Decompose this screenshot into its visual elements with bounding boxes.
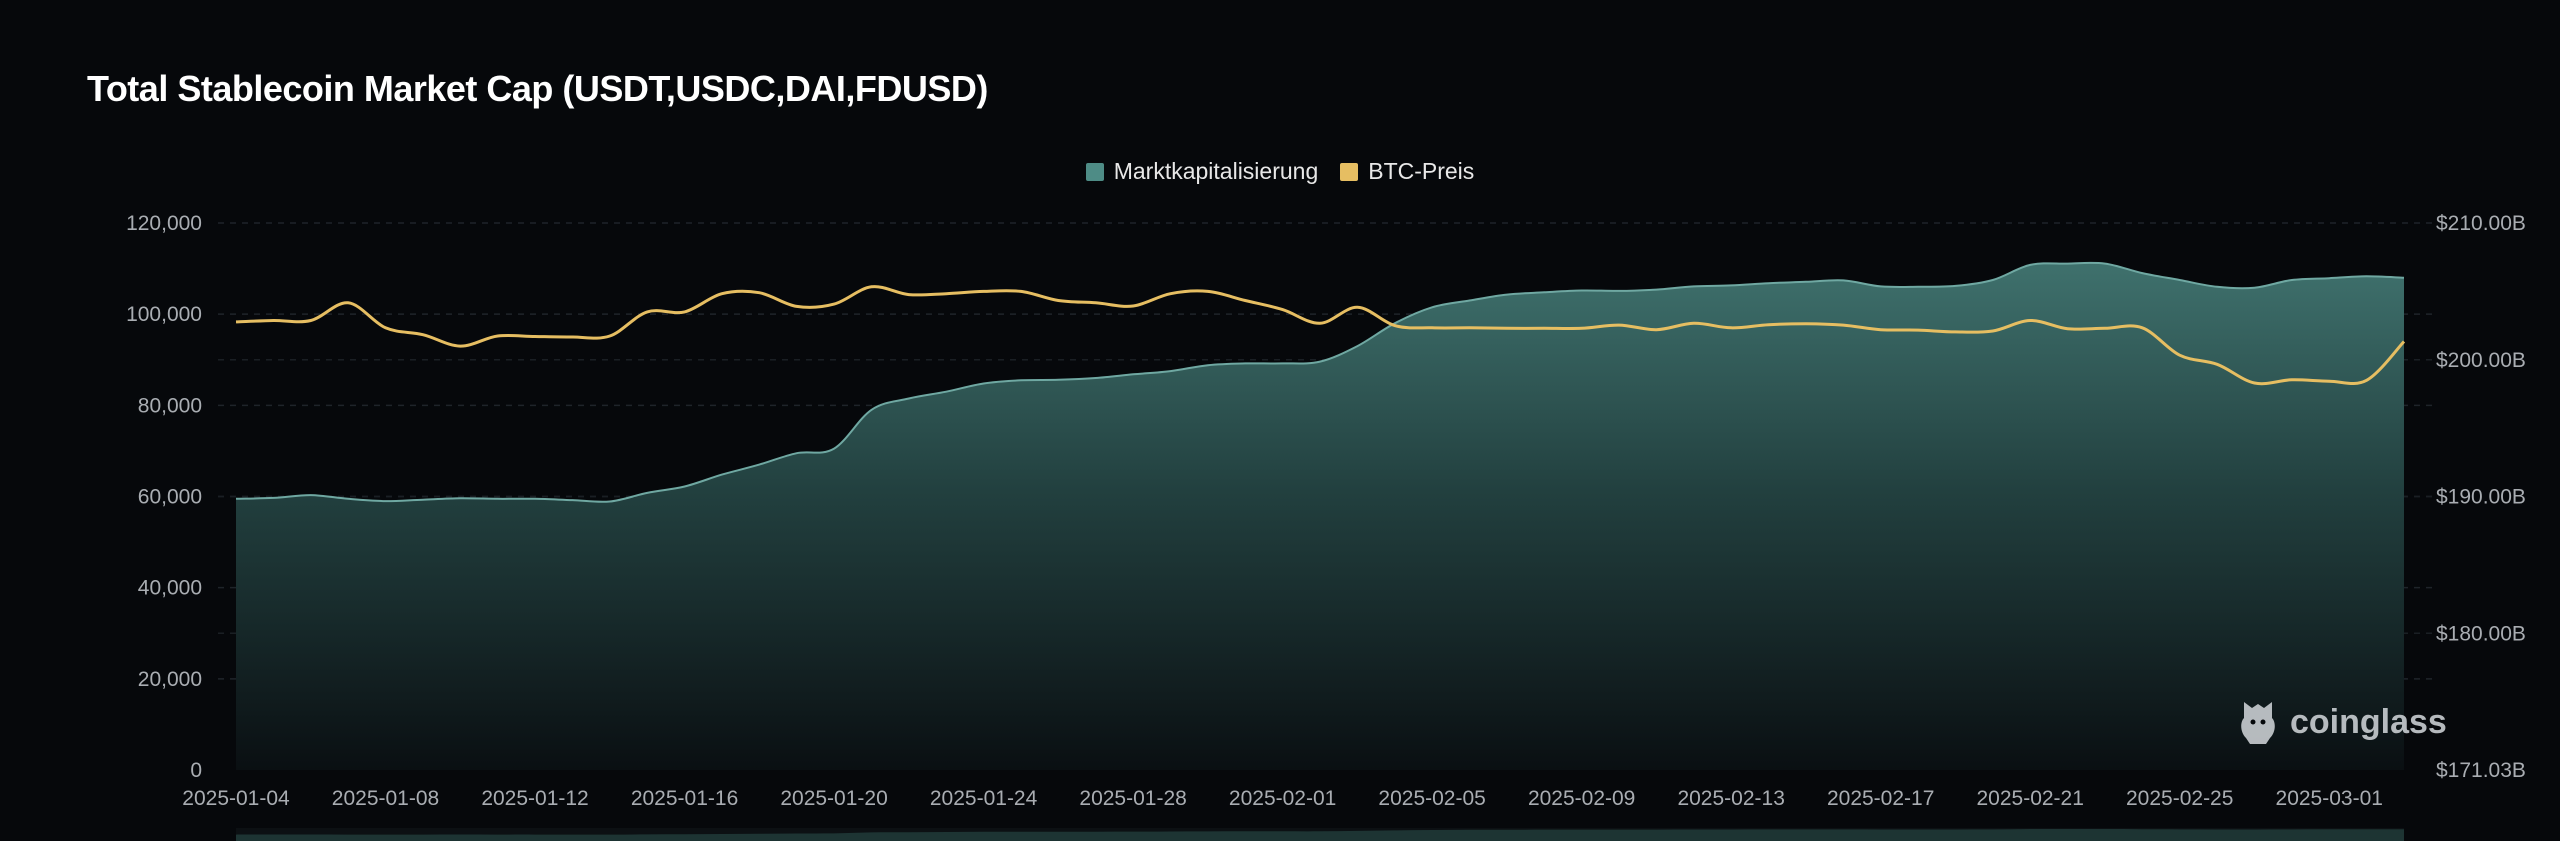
left-axis-tick-label: 60,000 bbox=[138, 486, 202, 509]
market-cap-area bbox=[235, 261, 2405, 770]
legend-label-btc-price: BTC-Preis bbox=[1368, 158, 1475, 184]
x-axis-tick-label: 2025-01-12 bbox=[481, 787, 588, 810]
left-axis-tick-label: 120,000 bbox=[126, 212, 202, 235]
btc-price-line-group bbox=[235, 285, 2406, 386]
x-axis-tick-label: 2025-01-28 bbox=[1079, 787, 1186, 810]
right-axis-tick-label: $171.03B bbox=[2436, 759, 2526, 782]
left-axis-tick-label: 0 bbox=[190, 759, 202, 782]
navigator-area bbox=[236, 828, 2404, 841]
market-cap-line[interactable] bbox=[235, 261, 2405, 503]
chart-title: Total Stablecoin Market Cap (USDT,USDC,D… bbox=[87, 68, 988, 109]
btc-price-line[interactable] bbox=[235, 285, 2406, 386]
x-axis-tick-label: 2025-02-13 bbox=[1677, 787, 1784, 810]
left-axis-tick-label: 20,000 bbox=[138, 668, 202, 691]
x-axis-tick-label: 2025-02-09 bbox=[1528, 787, 1635, 810]
x-axis-tick-label: 2025-01-08 bbox=[332, 787, 439, 810]
coinglass-watermark: coinglass bbox=[2236, 698, 2447, 746]
coinglass-logo-icon bbox=[2241, 702, 2275, 744]
x-axis-tick-label: 2025-02-17 bbox=[1827, 787, 1934, 810]
legend: Marktkapitalisierung BTC-Preis bbox=[0, 158, 2560, 185]
x-axis-tick-label: 2025-02-21 bbox=[1976, 787, 2083, 810]
left-axis-tick-label: 80,000 bbox=[138, 394, 202, 417]
watermark-text: coinglass bbox=[2290, 702, 2447, 741]
right-axis-tick-label: $180.00B bbox=[2436, 622, 2526, 645]
market-cap-area-fill bbox=[236, 262, 2404, 770]
legend-item-market-cap[interactable]: Marktkapitalisierung bbox=[1085, 158, 1319, 185]
right-axis-tick-label: $200.00B bbox=[2436, 349, 2526, 372]
right-axis: $210.00B $200.00B $190.00B $180.00B $171.03B bbox=[2436, 212, 2526, 782]
left-axis: 120,000 100,000 80,000 60,000 40,000 20,000 0 bbox=[126, 212, 202, 782]
legend-label-market-cap: Marktkapitalisierung bbox=[1113, 158, 1319, 184]
x-axis-tick-label: 2025-02-05 bbox=[1378, 787, 1485, 810]
legend-swatch-market-cap bbox=[1085, 162, 1104, 181]
right-axis-tick-label: $210.00B bbox=[2436, 212, 2526, 235]
x-axis-tick-label: 2025-02-25 bbox=[2126, 787, 2233, 810]
right-axis-tick-label: $190.00B bbox=[2436, 486, 2526, 509]
x-axis-tick-label: 2025-01-16 bbox=[631, 787, 738, 810]
legend-swatch-btc-price bbox=[1340, 162, 1359, 181]
left-axis-tick-label: 100,000 bbox=[126, 303, 202, 326]
x-axis-tick-label: 2025-01-24 bbox=[930, 787, 1038, 810]
x-axis-tick-label: 2025-01-04 bbox=[182, 787, 290, 810]
x-axis-tick-label: 2025-02-01 bbox=[1229, 787, 1336, 810]
legend-item-btc-price[interactable]: BTC-Preis bbox=[1340, 158, 1474, 185]
x-axis-tick-label: 2025-03-01 bbox=[2276, 787, 2383, 810]
x-axis-tick-label: 2025-01-20 bbox=[780, 787, 887, 810]
x-axis: 2025-01-04 2025-01-08 2025-01-12 2025-01-16… bbox=[182, 787, 2383, 810]
left-axis-tick-label: 40,000 bbox=[138, 577, 202, 600]
range-navigator[interactable] bbox=[236, 828, 2404, 841]
